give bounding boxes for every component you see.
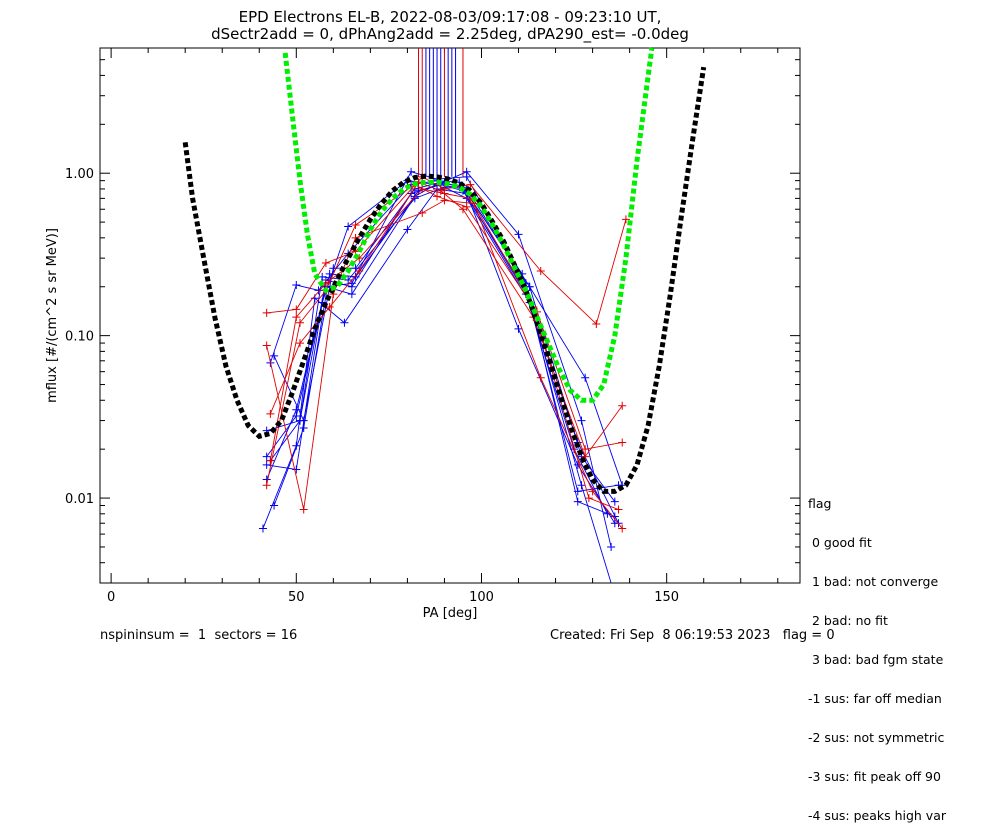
data-point-marker — [296, 416, 304, 425]
data-point-marker — [292, 305, 301, 314]
data-point-marker — [292, 313, 301, 322]
data-point-marker — [584, 494, 593, 503]
data-point-marker — [618, 524, 627, 533]
data-point-marker — [262, 308, 271, 317]
data-point-marker — [270, 501, 279, 510]
data-point-marker — [466, 180, 475, 189]
data-point-marker — [403, 225, 412, 234]
flag-legend-entry: -4 sus: peaks high var — [808, 808, 947, 823]
flag-legend-entry: -1 sus: far off median — [808, 691, 942, 706]
data-point-marker — [292, 281, 301, 290]
footer-right: Created: Fri Sep 8 06:19:53 2023 flag = … — [550, 628, 835, 643]
flag-legend-entry: -3 sus: fit peak off 90 — [808, 769, 941, 784]
y-tick-label: 1.00 — [65, 167, 94, 182]
plot-frame — [99, 47, 801, 584]
y-tick-label: 0.01 — [65, 492, 94, 507]
data-point-marker — [262, 460, 271, 469]
data-point-marker — [266, 456, 275, 465]
series-line — [266, 171, 612, 548]
data-point-marker — [340, 318, 349, 327]
flag-legend-title: flag — [808, 496, 832, 511]
data-point-marker — [514, 324, 523, 333]
data-point-marker — [418, 208, 427, 217]
data-point-marker — [296, 318, 304, 327]
chart-title-line1: EPD Electrons EL-B, 2022-08-03/09:17:08 … — [238, 8, 662, 26]
series-line — [270, 184, 619, 524]
flag-legend-entry: 3 bad: bad fgm state — [808, 652, 944, 667]
footer-left: nspininsum = 1 sectors = 16 — [100, 628, 298, 643]
data-point-marker — [592, 319, 601, 328]
data-point-marker — [614, 505, 623, 514]
data-point-marker — [299, 424, 308, 433]
plot-axes — [99, 47, 801, 584]
fit-curve-black — [182, 66, 707, 494]
data-point-marker — [355, 267, 364, 276]
data-point-marker — [536, 267, 545, 276]
data-point-marker — [292, 465, 301, 474]
data-point-marker — [296, 339, 304, 348]
data-point-marker — [347, 290, 356, 299]
x-tick-label: 50 — [288, 590, 305, 605]
clipped-lines-group — [418, 48, 464, 177]
series-line — [269, 180, 619, 492]
data-point-marker — [418, 184, 427, 193]
series-line — [273, 182, 616, 506]
x-tick-label: 100 — [469, 590, 494, 605]
series-line — [273, 181, 623, 486]
series-line — [266, 199, 623, 529]
data-point-marker — [270, 351, 279, 360]
data-point-marker — [266, 409, 275, 418]
flag-legend-entry: 0 good fit — [808, 535, 872, 550]
data-point-marker — [262, 341, 271, 350]
data-point-marker — [462, 202, 471, 211]
data-point-marker — [514, 230, 523, 239]
data-point-marker — [314, 286, 323, 295]
x-tick-label: 0 — [107, 590, 115, 605]
data-point-marker — [258, 524, 267, 533]
x-axis-label: PA [deg] — [423, 606, 478, 621]
data-point-marker — [577, 416, 586, 425]
data-point-marker — [321, 259, 330, 268]
fit-curves-group — [182, 47, 707, 494]
data-point-marker — [299, 505, 308, 514]
data-point-marker — [588, 487, 597, 496]
data-point-marker — [581, 445, 590, 454]
data-point-marker — [607, 542, 616, 551]
x-tick-label: 150 — [654, 590, 679, 605]
flag-legend-entry: 2 bad: no fit — [808, 613, 888, 628]
flag-legend: flag 0 good fit 1 bad: not converge 2 ba… — [808, 471, 946, 835]
data-point-marker — [581, 373, 590, 382]
data-point-marker — [262, 452, 271, 461]
data-point-marker — [262, 481, 271, 490]
data-point-marker — [407, 167, 416, 176]
data-point-marker — [573, 497, 582, 506]
data-point-marker — [325, 303, 334, 312]
data-point-marker — [621, 215, 630, 224]
y-axis-label: mflux [#/(cm^2 s sr MeV)] — [45, 228, 60, 403]
data-point-marker — [410, 194, 419, 203]
fit-curve-green — [282, 47, 655, 403]
data-point-marker — [440, 189, 449, 198]
data-point-marker — [292, 412, 301, 421]
series-line — [266, 176, 627, 325]
axis-labels-group: 0 50 100 150 0.01 0.10 1.00 PA [deg] mflux [#/(c… — [45, 167, 679, 621]
series-group — [258, 167, 630, 584]
data-point-marker — [577, 481, 586, 490]
chart-title-line2: dSectr2add = 0, dPhAng2add = 2.25deg, dP… — [211, 25, 689, 43]
series-line — [266, 184, 619, 510]
series-line — [269, 188, 623, 461]
y-tick-label: 0.10 — [65, 330, 94, 345]
data-point-marker — [351, 220, 360, 229]
chart-plot: 0 50 100 150 0.01 0.10 1.00 PA [deg] mflux [#/(c… — [45, 47, 801, 621]
data-point-marker — [433, 192, 442, 201]
data-point-marker — [618, 438, 627, 447]
data-point-marker — [618, 401, 627, 410]
data-point-marker — [462, 172, 471, 181]
data-point-marker — [344, 222, 353, 231]
data-point-marker — [610, 497, 619, 506]
flag-legend-entry: 1 bad: not converge — [808, 574, 939, 589]
data-point-marker — [344, 276, 353, 285]
flag-legend-entry: -2 sus: not symmetric — [808, 730, 945, 745]
data-point-marker — [536, 373, 545, 382]
